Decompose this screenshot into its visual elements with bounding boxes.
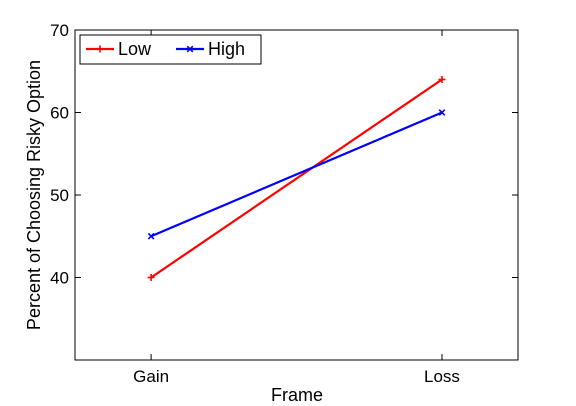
x-axis-label: Frame <box>271 385 323 405</box>
legend-label-low: Low <box>118 39 152 59</box>
data-point-low <box>147 274 155 281</box>
x-tick-label: Loss <box>424 367 460 386</box>
plot-area <box>74 29 519 361</box>
series-layer <box>147 76 446 281</box>
data-point-high <box>147 232 155 240</box>
legend-marker-low <box>96 45 104 53</box>
legend: Low High <box>79 34 262 65</box>
y-tick-label: 60 <box>50 104 69 123</box>
series-line-high <box>150 111 443 238</box>
y-tick-label: 50 <box>50 186 69 205</box>
series-line-low <box>150 78 443 279</box>
legend-marker-high <box>186 45 194 53</box>
legend-label-high: High <box>208 39 245 59</box>
y-axis-label: Percent of Choosing Risky Option <box>24 60 44 330</box>
data-point-low <box>438 76 446 83</box>
axis-ticks: 40 50 60 70 Gain Loss <box>50 21 518 386</box>
data-point-high <box>438 109 446 116</box>
x-tick-label: Gain <box>133 367 169 386</box>
y-tick-label: 70 <box>50 21 69 40</box>
y-tick-label: 40 <box>50 269 69 288</box>
